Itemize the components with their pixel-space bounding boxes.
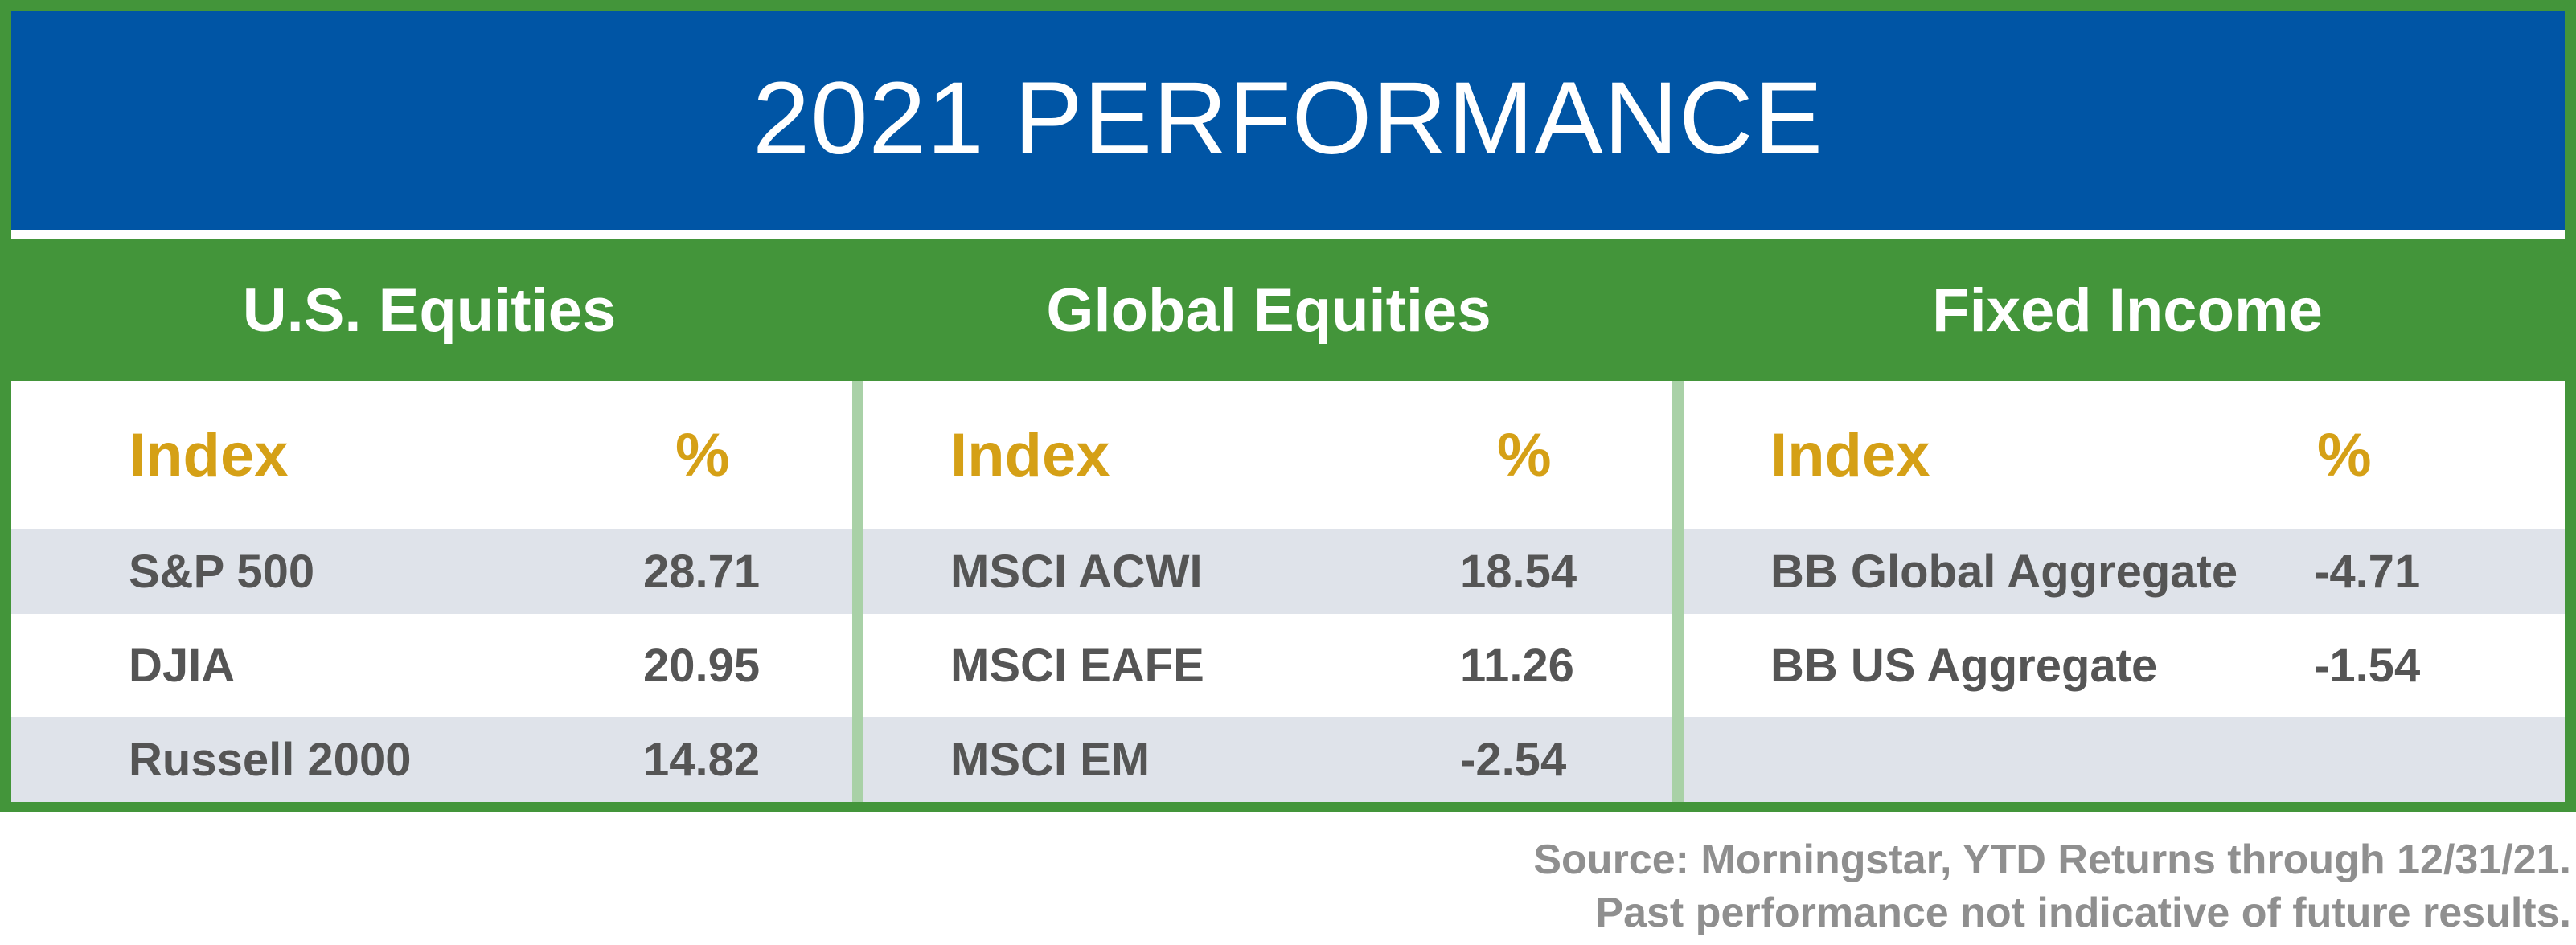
- table-row: Russell 2000 14.82: [11, 717, 852, 802]
- source-note: Source: Morningstar, YTD Returns through…: [1533, 837, 2571, 883]
- table-header-row: Index %: [1684, 381, 2565, 529]
- index-value: -2.54: [1460, 733, 1567, 786]
- index-value: -1.54: [2314, 639, 2421, 692]
- index-value: 14.82: [643, 733, 761, 786]
- index-name: MSCI ACWI: [950, 545, 1203, 598]
- index-value: 18.54: [1460, 545, 1577, 598]
- index-value: 11.26: [1460, 639, 1574, 692]
- percent-header: %: [1497, 420, 1552, 489]
- page-title: 2021 PERFORMANCE: [753, 60, 1823, 176]
- column-heading-us-equities: U.S. Equities: [242, 276, 617, 345]
- table-row: BB US Aggregate -1.54: [1684, 614, 2565, 717]
- index-name: Russell 2000: [129, 733, 412, 786]
- index-header: Index: [950, 420, 1110, 489]
- table-row: MSCI EAFE 11.26: [863, 614, 1672, 717]
- percent-header: %: [675, 420, 730, 489]
- column-heading-fixed-income: Fixed Income: [1932, 276, 2323, 345]
- table-row: S&P 500 28.71: [11, 529, 852, 614]
- index-name: MSCI EAFE: [950, 639, 1204, 692]
- index-name: BB Global Aggregate: [1770, 545, 2238, 598]
- table-row: MSCI EM -2.54: [863, 717, 1672, 802]
- index-name: S&P 500: [129, 545, 315, 598]
- title-bar: 2021 PERFORMANCE: [11, 11, 2565, 230]
- index-value: -4.71: [2314, 545, 2421, 598]
- index-header: Index: [129, 420, 289, 489]
- table-header-row: Index %: [863, 381, 1672, 529]
- index-name: MSCI EM: [950, 733, 1151, 786]
- index-value: 28.71: [643, 545, 761, 598]
- performance-panel: 2021 PERFORMANCE U.S. Equities Global Eq…: [0, 0, 2576, 812]
- index-name: BB US Aggregate: [1770, 639, 2158, 692]
- global-equities-table: Index % MSCI ACWI 18.54 MSCI EAFE 11.26 …: [863, 381, 1672, 802]
- table-header-row: Index %: [11, 381, 852, 529]
- table-row: MSCI ACWI 18.54: [863, 529, 1672, 614]
- column-heading-global-equities: Global Equities: [1046, 276, 1491, 345]
- column-divider: [852, 381, 863, 802]
- index-name: DJIA: [129, 639, 236, 692]
- us-equities-table: Index % S&P 500 28.71 DJIA 20.95 Russell…: [11, 381, 852, 802]
- table-row: [1684, 717, 2565, 802]
- index-value: 20.95: [643, 639, 761, 692]
- disclaimer-note: Past performance not indicative of futur…: [1595, 890, 2571, 936]
- table-row: DJIA 20.95: [11, 614, 852, 717]
- column-divider: [1672, 381, 1684, 802]
- title-separator: [11, 230, 2565, 239]
- table-row: BB Global Aggregate -4.71: [1684, 529, 2565, 614]
- fixed-income-table: Index % BB Global Aggregate -4.71 BB US …: [1684, 381, 2565, 802]
- index-header: Index: [1770, 420, 1930, 489]
- percent-header: %: [2317, 420, 2372, 489]
